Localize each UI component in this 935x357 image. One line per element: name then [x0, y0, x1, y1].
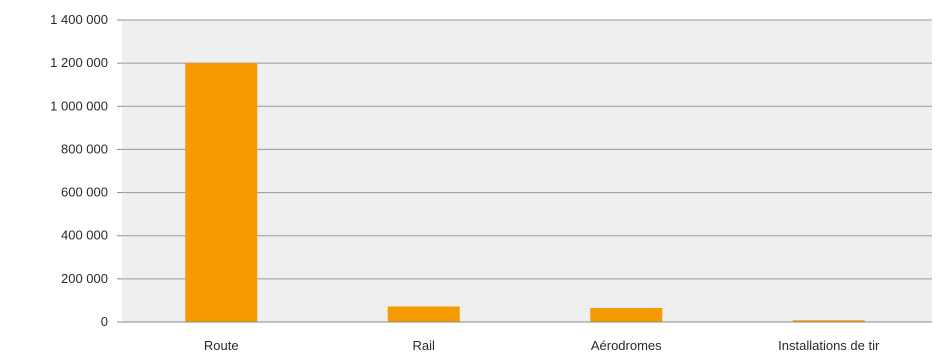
- x-axis: Route Rail Aérodromes Installations de tir: [204, 338, 880, 353]
- x-category-label: Installations de tir: [778, 338, 880, 353]
- y-tick-label: 400 000: [61, 228, 108, 243]
- bar-3: [792, 320, 865, 322]
- x-category-label: Aérodromes: [591, 338, 662, 353]
- bar-0: [185, 63, 258, 323]
- y-tick-label: 200 000: [61, 271, 108, 286]
- y-tick-label: 1 400 000: [50, 12, 108, 27]
- bars: [185, 63, 865, 323]
- y-tick-label: 1 000 000: [50, 98, 108, 113]
- x-category-label: Route: [204, 338, 239, 353]
- x-category-label: Rail: [413, 338, 436, 353]
- y-tick-label: 600 000: [61, 185, 108, 200]
- bar-2: [590, 307, 663, 322]
- y-axis: 0 200 000 400 000 600 000 800 000 1 000 000 1 …: [50, 12, 122, 329]
- y-tick-label: 1 200 000: [50, 55, 108, 70]
- y-tick-label: 0: [101, 314, 108, 329]
- bar-1: [387, 306, 460, 322]
- y-tick-label: 800 000: [61, 141, 108, 156]
